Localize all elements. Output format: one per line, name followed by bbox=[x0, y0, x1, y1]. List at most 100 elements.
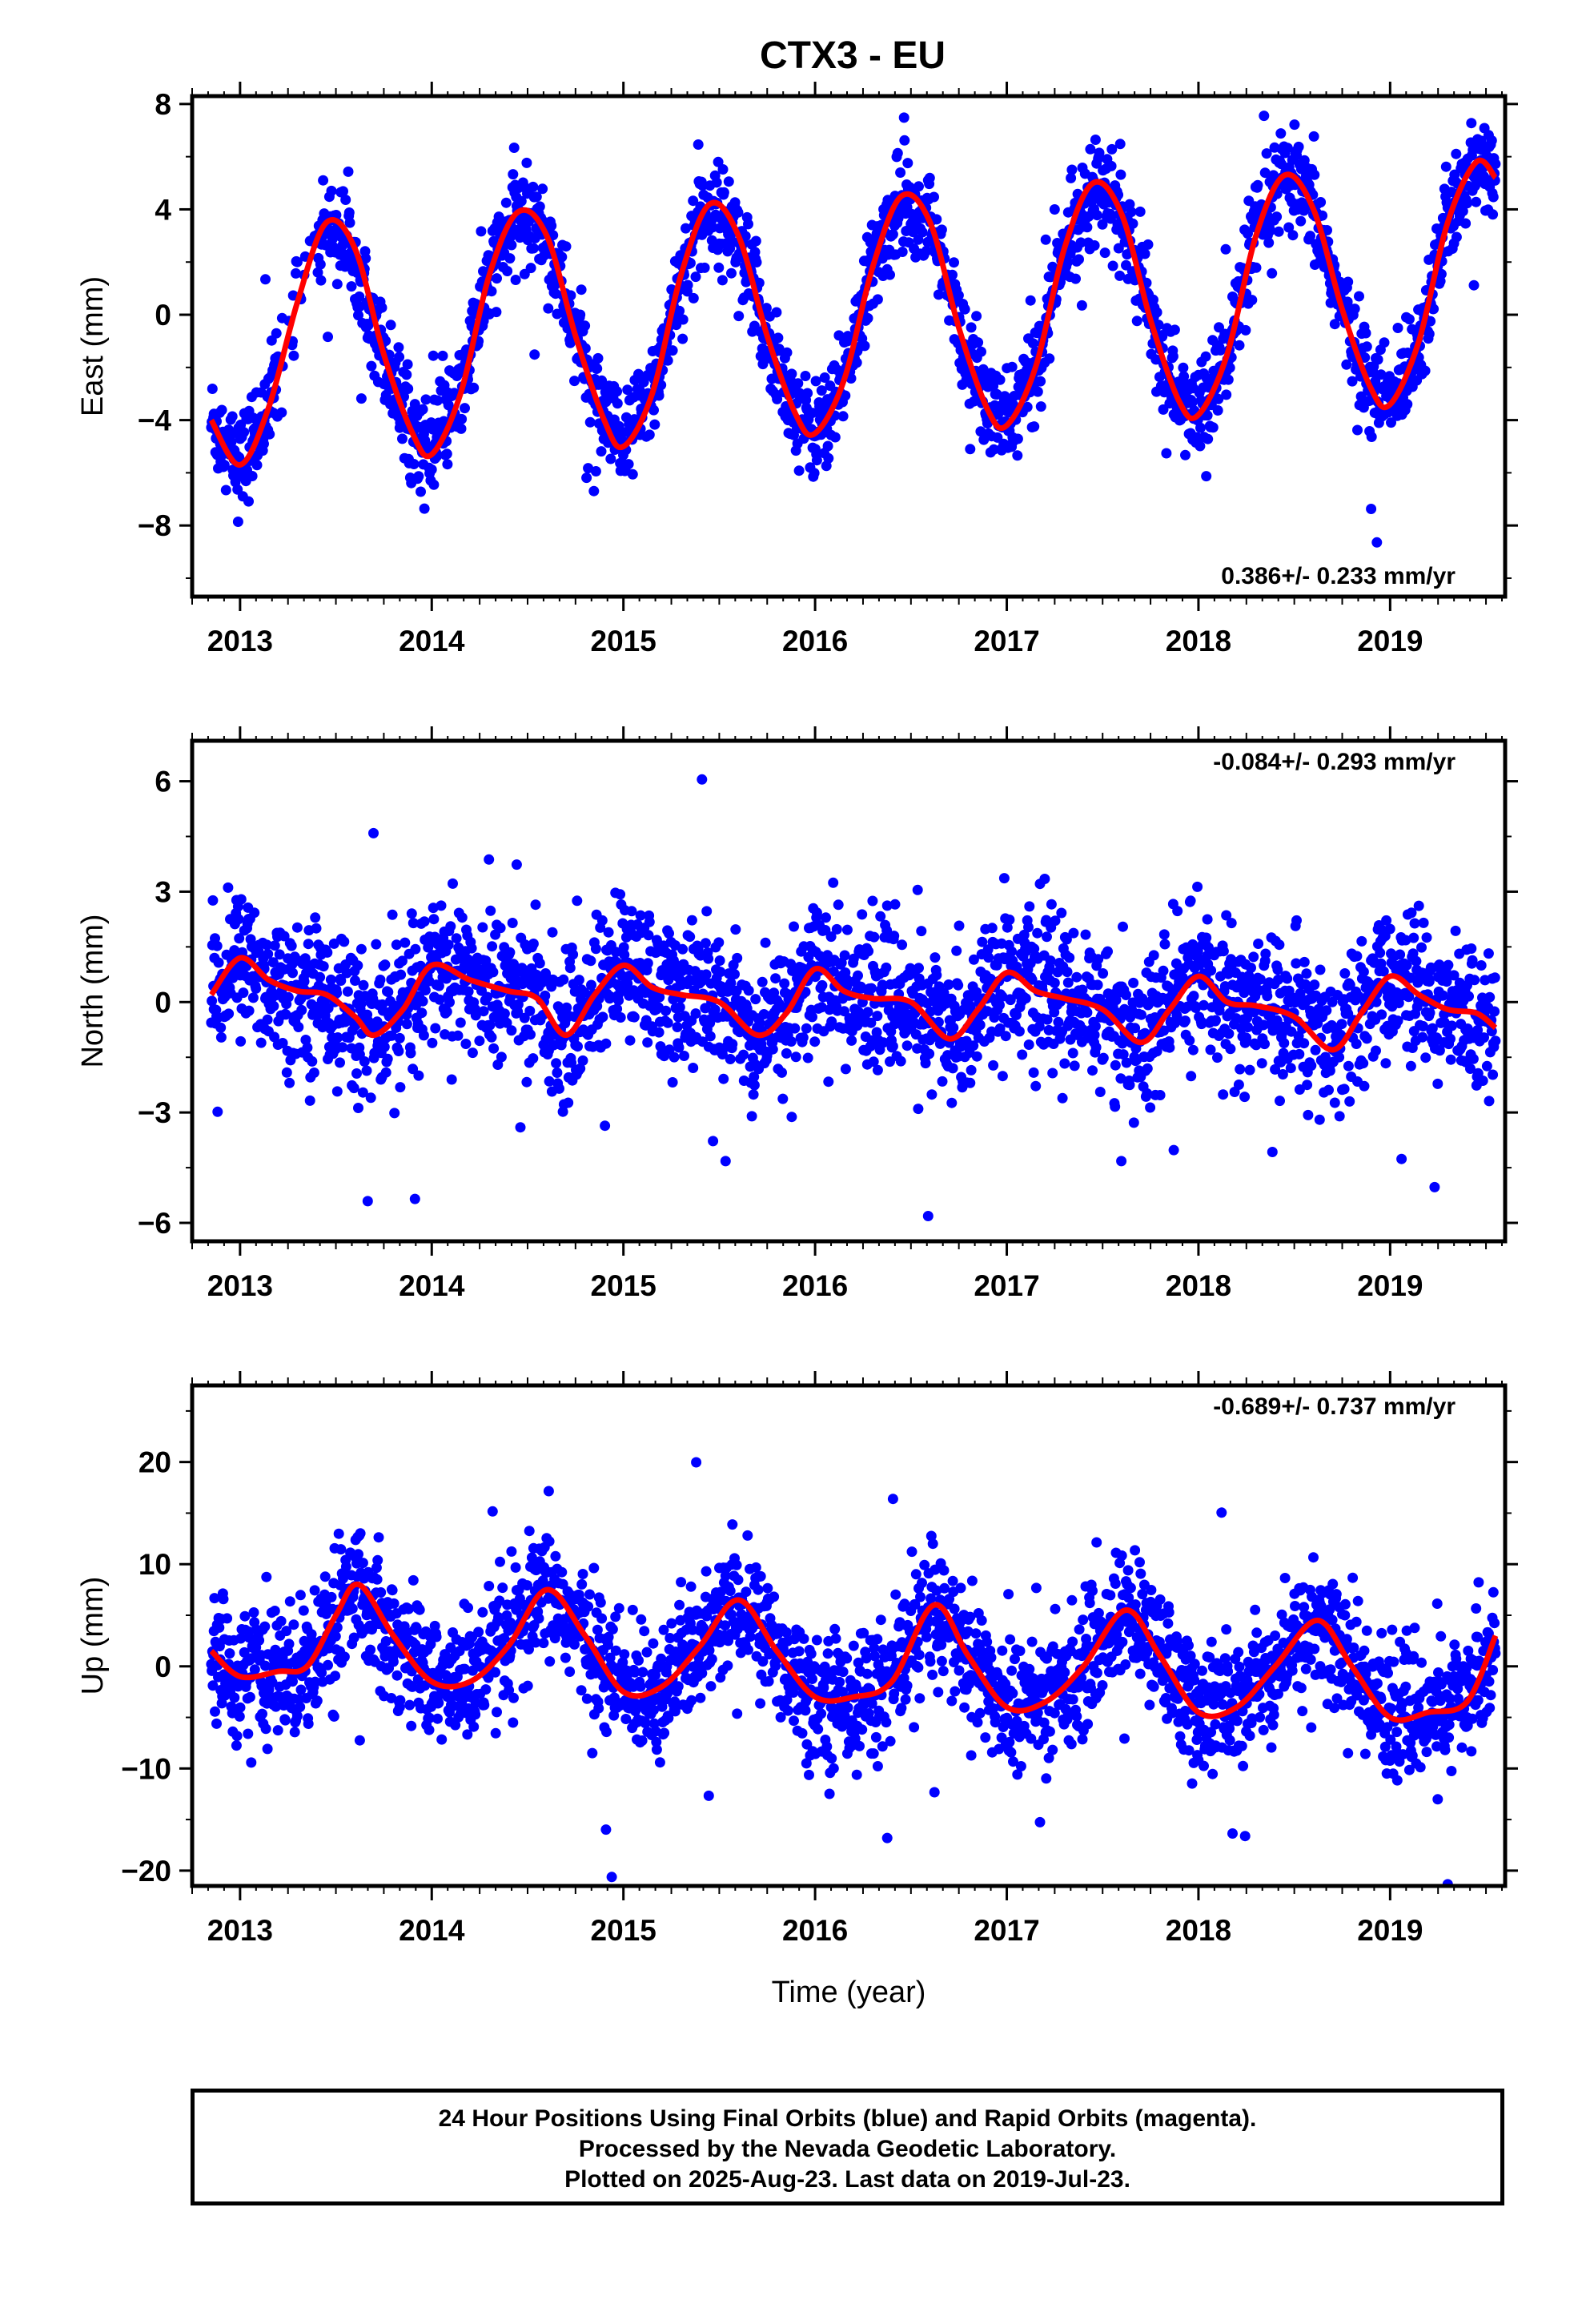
data-point bbox=[1256, 1058, 1267, 1069]
data-point bbox=[1440, 161, 1452, 172]
data-point bbox=[679, 1051, 689, 1061]
data-point bbox=[1339, 968, 1351, 979]
data-point bbox=[1239, 1092, 1251, 1103]
data-point bbox=[528, 181, 539, 192]
data-point bbox=[1027, 338, 1038, 349]
data-point bbox=[1139, 248, 1150, 259]
data-point bbox=[1366, 432, 1377, 442]
data-point bbox=[655, 1041, 666, 1052]
data-point bbox=[777, 1067, 787, 1078]
x-tick-label: 2014 bbox=[399, 625, 465, 657]
data-point bbox=[409, 399, 420, 410]
data-point bbox=[793, 465, 805, 476]
data-point bbox=[965, 444, 976, 455]
data-point bbox=[966, 1064, 977, 1076]
data-point bbox=[840, 390, 851, 401]
data-point bbox=[1243, 228, 1253, 239]
data-point bbox=[1308, 131, 1319, 142]
data-point bbox=[750, 994, 761, 1005]
data-point bbox=[959, 304, 970, 315]
data-point bbox=[1142, 1063, 1153, 1074]
data-point bbox=[1282, 143, 1293, 154]
data-point bbox=[1211, 1015, 1221, 1026]
data-point bbox=[949, 257, 959, 268]
data-point bbox=[352, 960, 363, 971]
data-point bbox=[426, 464, 437, 475]
data-point bbox=[947, 269, 958, 280]
data-point bbox=[1303, 1109, 1314, 1120]
data-point bbox=[677, 314, 689, 325]
data-point bbox=[521, 157, 532, 168]
data-point bbox=[697, 180, 708, 191]
east-y-axis-label: East (mm) bbox=[76, 276, 110, 416]
data-point bbox=[416, 486, 426, 497]
data-point bbox=[837, 411, 849, 422]
data-point bbox=[1392, 323, 1403, 333]
data-point bbox=[1056, 907, 1067, 919]
data-point bbox=[1169, 324, 1180, 336]
data-point bbox=[501, 1017, 512, 1028]
data-point bbox=[757, 976, 768, 987]
data-point bbox=[341, 967, 352, 979]
data-point bbox=[988, 444, 999, 455]
data-point bbox=[383, 987, 394, 998]
data-point bbox=[1282, 973, 1293, 984]
data-point bbox=[1040, 234, 1051, 245]
y-tick-label: 0 bbox=[155, 299, 171, 332]
data-point bbox=[685, 931, 696, 943]
x-tick-label: 2016 bbox=[782, 625, 848, 657]
data-point bbox=[1267, 267, 1278, 279]
data-point bbox=[872, 1064, 883, 1076]
data-point bbox=[986, 923, 998, 934]
data-point bbox=[1049, 977, 1060, 988]
data-point bbox=[268, 1000, 279, 1011]
data-point bbox=[460, 403, 470, 414]
data-point bbox=[895, 167, 906, 178]
data-point bbox=[885, 269, 895, 280]
data-point bbox=[892, 147, 903, 159]
data-point bbox=[1263, 237, 1275, 248]
data-point bbox=[1486, 135, 1497, 146]
data-point bbox=[362, 1196, 373, 1207]
data-point bbox=[642, 958, 653, 969]
data-point bbox=[588, 485, 600, 497]
data-point bbox=[1127, 218, 1138, 229]
data-point bbox=[1347, 376, 1358, 387]
data-point bbox=[916, 926, 927, 937]
data-point bbox=[786, 368, 797, 380]
data-point bbox=[335, 975, 347, 986]
data-point bbox=[1253, 939, 1264, 949]
data-point bbox=[357, 1087, 368, 1098]
data-point bbox=[1206, 965, 1217, 976]
data-point bbox=[991, 389, 1002, 400]
data-point bbox=[823, 452, 834, 464]
data-point bbox=[528, 939, 539, 949]
data-point bbox=[976, 346, 986, 357]
data-point bbox=[1468, 279, 1480, 291]
data-point bbox=[502, 266, 513, 276]
data-point bbox=[445, 921, 456, 932]
data-point bbox=[1136, 1009, 1146, 1020]
data-point bbox=[1251, 262, 1262, 273]
data-point bbox=[1006, 946, 1018, 957]
data-point bbox=[596, 375, 608, 386]
data-point bbox=[1285, 1063, 1296, 1074]
data-point bbox=[406, 908, 417, 919]
data-point bbox=[291, 267, 301, 279]
data-point bbox=[393, 342, 404, 353]
data-point bbox=[1099, 247, 1110, 259]
data-point bbox=[968, 954, 979, 965]
data-point bbox=[1045, 955, 1056, 967]
data-point bbox=[380, 1067, 391, 1078]
data-point bbox=[1098, 1052, 1109, 1063]
data-point bbox=[725, 1054, 736, 1064]
data-point bbox=[1049, 204, 1060, 215]
data-point bbox=[749, 1080, 760, 1091]
data-point bbox=[667, 345, 678, 356]
data-point bbox=[1024, 901, 1035, 912]
data-point bbox=[1212, 405, 1223, 416]
data-point bbox=[508, 143, 520, 153]
data-point bbox=[951, 945, 962, 956]
data-point bbox=[448, 878, 458, 889]
data-point bbox=[797, 1032, 809, 1043]
